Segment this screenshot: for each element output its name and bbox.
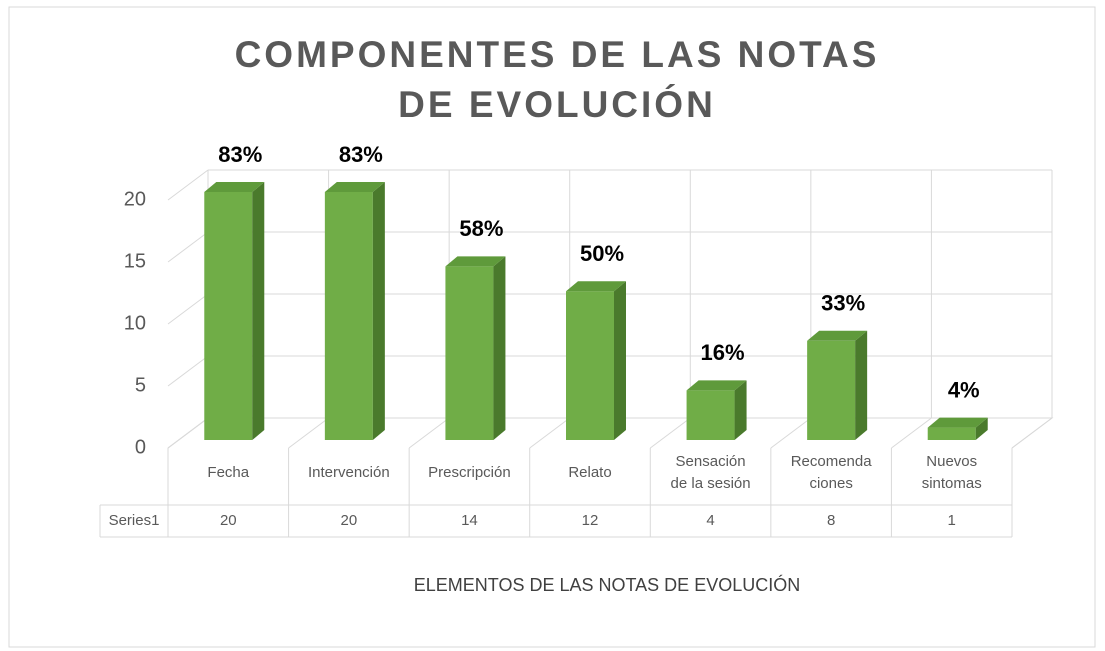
bar [204, 192, 253, 440]
x-axis-title: ELEMENTOS DE LAS NOTAS DE EVOLUCIÓN [414, 574, 800, 595]
table-value: 4 [706, 512, 714, 529]
bar-side [734, 380, 747, 440]
data-label: 33% [821, 291, 865, 316]
table-value: 14 [461, 512, 478, 529]
x-tick-label: Recomenda ciones [791, 453, 873, 492]
table-value: 20 [341, 512, 358, 529]
bar-top [204, 182, 265, 192]
x-tick-label: Nuevos sintomas [922, 453, 982, 492]
floor-divider [408, 417, 450, 449]
grid-line-side [167, 355, 209, 387]
x-tick-label: Fecha [207, 464, 249, 481]
y-tick-label: 15 [124, 250, 146, 272]
bar [686, 390, 735, 440]
bar-side [252, 182, 265, 440]
bar-top [324, 182, 385, 192]
data-label: 50% [580, 241, 624, 266]
floor-divider [288, 417, 329, 449]
bar-top [807, 330, 868, 341]
data-label: 83% [339, 142, 383, 167]
bar-side [975, 417, 988, 440]
data-label: 4% [948, 377, 980, 402]
floor-divider [891, 417, 932, 449]
y-tick-label: 5 [135, 374, 146, 396]
bar-top [927, 417, 988, 428]
floor-divider [529, 417, 571, 449]
table-value: 12 [582, 512, 599, 529]
bar-side [493, 256, 506, 440]
bar [807, 340, 856, 440]
bar [566, 291, 614, 440]
bar-top [686, 380, 747, 391]
y-tick-label: 10 [124, 312, 146, 334]
floor-divider [649, 417, 691, 449]
x-tick-label: Relato [568, 464, 611, 481]
x-tick-label: Sensación de la sesión [671, 453, 751, 492]
data-label: 58% [459, 216, 503, 241]
floor-divider [1011, 417, 1053, 449]
legend-entry: Series1 [109, 512, 160, 529]
x-tick-label: Prescripción [428, 464, 511, 481]
chart-title: COMPONENTES DE LAS NOTAS DE EVOLUCIÓN [235, 34, 880, 125]
bar [927, 427, 976, 440]
x-tick-label: Intervención [308, 464, 390, 481]
bar [324, 192, 373, 440]
grid-line-side [167, 169, 209, 201]
table-value: 1 [948, 512, 956, 529]
data-label: 16% [701, 340, 745, 365]
grid-line-side [167, 293, 209, 325]
table-value: 20 [220, 512, 237, 529]
bar-side [855, 330, 868, 440]
data-label: 83% [218, 142, 262, 167]
bar-top [445, 256, 506, 267]
y-tick-label: 0 [135, 436, 146, 458]
bar-side [614, 281, 626, 440]
floor-divider [770, 417, 812, 449]
bar [445, 266, 494, 440]
chart-frame [8, 6, 1096, 648]
grid-line-side [167, 417, 209, 449]
y-tick-label: 20 [124, 188, 146, 210]
bar-side [372, 182, 385, 440]
grid-line-side [167, 231, 209, 263]
table-value: 8 [827, 512, 835, 529]
bar-top [566, 281, 626, 292]
